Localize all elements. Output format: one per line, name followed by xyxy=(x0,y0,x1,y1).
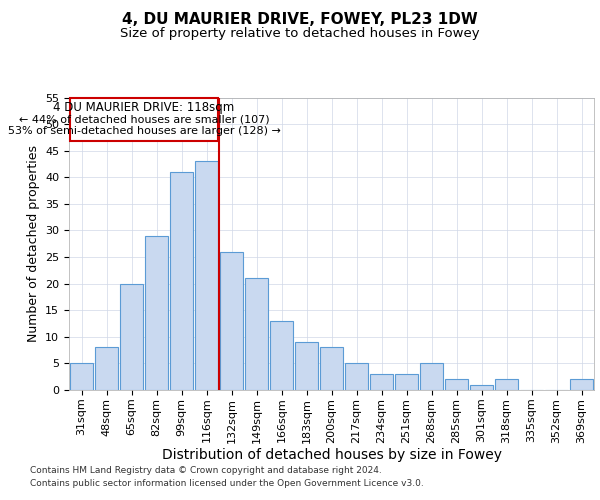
X-axis label: Distribution of detached houses by size in Fowey: Distribution of detached houses by size … xyxy=(161,448,502,462)
Text: 4 DU MAURIER DRIVE: 118sqm: 4 DU MAURIER DRIVE: 118sqm xyxy=(53,101,235,114)
Y-axis label: Number of detached properties: Number of detached properties xyxy=(26,145,40,342)
FancyBboxPatch shape xyxy=(70,98,218,141)
Bar xyxy=(145,236,169,390)
Text: Contains public sector information licensed under the Open Government Licence v3: Contains public sector information licen… xyxy=(30,479,424,488)
Bar xyxy=(194,162,218,390)
Text: ← 44% of detached houses are smaller (107): ← 44% of detached houses are smaller (10… xyxy=(19,114,269,124)
Bar xyxy=(119,284,143,390)
Bar xyxy=(445,380,469,390)
Bar xyxy=(220,252,244,390)
Bar xyxy=(170,172,193,390)
Bar xyxy=(245,278,268,390)
Bar xyxy=(419,364,443,390)
Bar xyxy=(370,374,394,390)
Bar xyxy=(494,380,518,390)
Bar xyxy=(269,321,293,390)
Bar xyxy=(395,374,418,390)
Bar xyxy=(470,384,493,390)
Bar xyxy=(344,364,368,390)
Text: 4, DU MAURIER DRIVE, FOWEY, PL23 1DW: 4, DU MAURIER DRIVE, FOWEY, PL23 1DW xyxy=(122,12,478,28)
Bar xyxy=(95,348,118,390)
Bar xyxy=(320,348,343,390)
Bar xyxy=(569,380,593,390)
Bar xyxy=(295,342,319,390)
Bar xyxy=(70,364,94,390)
Text: Size of property relative to detached houses in Fowey: Size of property relative to detached ho… xyxy=(120,28,480,40)
Text: Contains HM Land Registry data © Crown copyright and database right 2024.: Contains HM Land Registry data © Crown c… xyxy=(30,466,382,475)
Text: 53% of semi-detached houses are larger (128) →: 53% of semi-detached houses are larger (… xyxy=(8,126,280,136)
